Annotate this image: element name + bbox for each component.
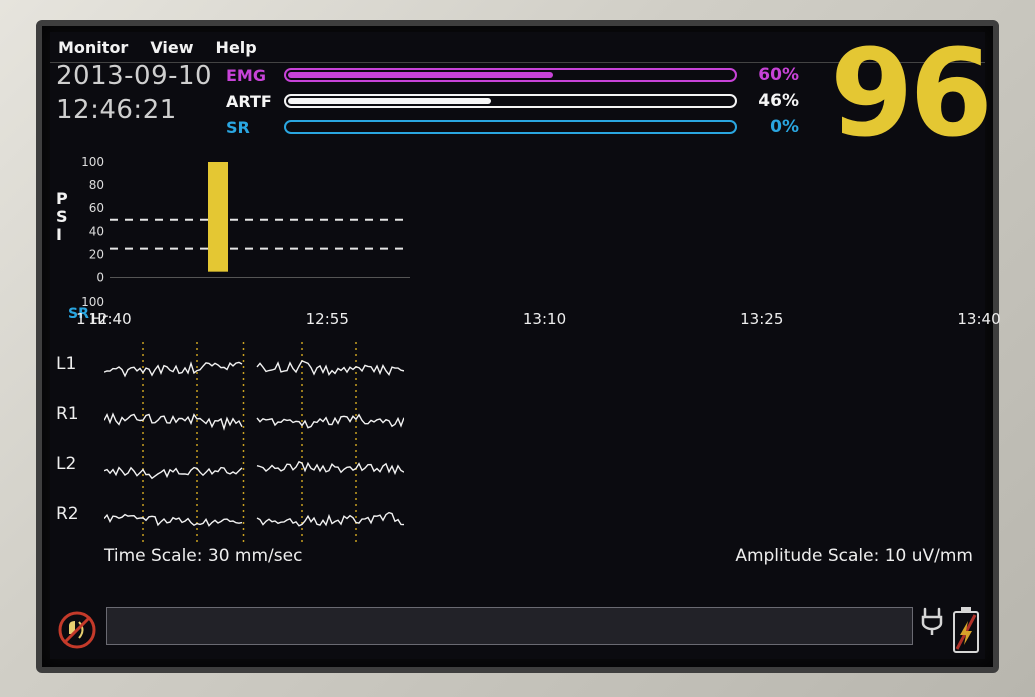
psi-ytick: 80 [89,178,104,192]
psi-title-letter: S [56,208,68,226]
psi-title-letter: I [56,226,68,244]
menu-help[interactable]: Help [216,38,257,57]
amplitude-scale-text: Amplitude Scale: 10 uV/mm [735,546,973,570]
psi-ytick: 60 [89,201,104,215]
bar-percent: 60% [747,65,799,85]
header: 2013-09-10 12:46:21 EMG60%ARTF46%SR0% 96 [50,60,985,156]
date-text: 2013-09-10 [56,60,222,92]
bar-track [284,68,737,82]
time-scale-text: Time Scale: 30 mm/sec [104,546,302,570]
channel-label-r2: R2 [56,504,79,524]
waveform-trace-r2 [104,513,404,526]
waveform-trace-r1 [104,414,404,428]
psi-xtick: 12:55 [306,310,349,328]
psi-xtick: 12:40 [88,310,131,328]
footer-bar [50,603,985,659]
psi-xtick: 13:10 [523,310,566,328]
psi-ytick: 20 [89,247,104,261]
ac-plug-icon [919,605,945,635]
alarm-silence-icon [56,609,98,651]
psi-xtick: 13:25 [740,310,783,328]
bar-row-artf: ARTF 46% [226,88,799,114]
bar-fill [288,72,553,78]
bar-track [284,94,737,108]
bar-row-emg: EMG 60% [226,62,799,88]
psi-ytick: 100 [81,155,104,169]
psi-ytick: 40 [89,224,104,238]
battery-icon [951,607,981,655]
psi-trend: PSI 100806040200100 SR 1 Hr12:4012:5513:… [50,162,979,332]
psi-xtick: 13:40 [957,310,1000,328]
bar-label: SR [226,118,274,137]
bar-label: EMG [226,66,274,85]
psi-axis-title: PSI [56,190,68,244]
waveform-plot [104,342,404,542]
psi-plot: 100806040200100 [110,162,410,310]
waveform-trace-l2 [104,462,404,479]
quality-bars: EMG 60% ARTF 46% SR 0% [226,62,799,140]
index-value: 96 [830,40,989,150]
datetime-block: 2013-09-10 12:46:21 [56,60,222,126]
psi-time-axis: 1 Hr12:4012:5513:1013:2513:40 [110,310,979,332]
screen: Monitor View Help 2013-09-10 12:46:21 EM… [50,32,985,659]
bar-fill [288,98,491,104]
time-text: 12:46:21 [56,94,222,126]
waveform-scale-row: Time Scale: 30 mm/sec Amplitude Scale: 1… [104,546,973,570]
bar-label: ARTF [226,92,274,111]
menu-monitor[interactable]: Monitor [58,38,128,57]
message-area [106,607,913,645]
bar-track [284,120,737,134]
psi-ytick: 0 [96,270,104,284]
waveform-panel: L1 R1 L2 R2 Time Scale: 30 mm/sec Amplitude… [50,342,979,572]
bar-row-sr: SR 0% [226,114,799,140]
screen-frame: Monitor View Help 2013-09-10 12:46:21 EM… [36,20,999,673]
channel-label-l1: L1 [56,354,76,374]
bar-percent: 0% [747,117,799,137]
psi-title-letter: P [56,190,68,208]
monitor-bezel: Monitor View Help 2013-09-10 12:46:21 EM… [0,0,1035,697]
bar-percent: 46% [747,91,799,111]
channel-label-l2: L2 [56,454,76,474]
menu-view[interactable]: View [150,38,193,57]
waveform-trace-l1 [104,361,404,376]
channel-label-r1: R1 [56,404,79,424]
psi-bar [208,162,228,272]
